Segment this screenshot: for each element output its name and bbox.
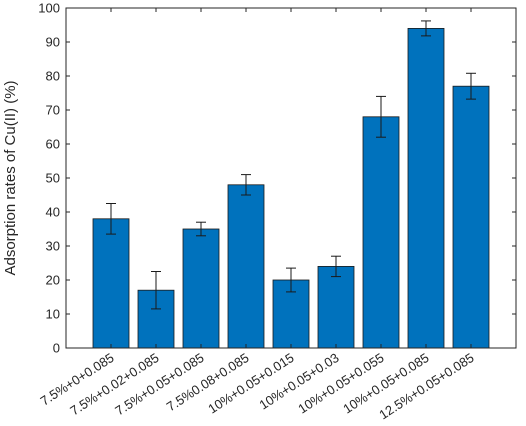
bar-1 [92, 218, 130, 349]
error-bar-5 [286, 267, 296, 293]
y-tick-label: 80 [46, 69, 60, 84]
y-tick-label: 0 [53, 341, 60, 356]
error-bar-8 [421, 20, 431, 37]
bar-3 [182, 228, 220, 349]
error-bars-group [106, 20, 476, 310]
error-bar-2 [151, 271, 161, 310]
error-bar-1 [106, 203, 116, 235]
error-bar-4 [241, 174, 251, 196]
bar-4 [227, 184, 265, 349]
y-tick-label: 40 [46, 205, 60, 220]
y-tick-label: 10 [46, 307, 60, 322]
y-tick-label: 20 [46, 273, 60, 288]
bars-group [92, 27, 490, 349]
bar-8 [407, 27, 445, 349]
error-bar-6 [331, 255, 341, 278]
y-tick-label: 100 [38, 1, 60, 16]
y-axis-ticks: 0 10 20 30 40 50 60 70 80 90 100 [38, 1, 516, 356]
error-bar-3 [196, 221, 206, 237]
y-tick-label: 90 [46, 35, 60, 50]
error-bar-7 [376, 95, 386, 138]
y-tick-label: 50 [46, 171, 60, 186]
y-tick-label: 70 [46, 103, 60, 118]
bar-7 [362, 116, 400, 349]
y-tick-label: 30 [46, 239, 60, 254]
y-axis-label: Adsorption rates of Cu(II) (%) [2, 80, 19, 275]
error-bar-9 [466, 72, 476, 100]
bar-6 [317, 265, 355, 349]
bar-9 [452, 85, 490, 349]
y-tick-label: 60 [46, 137, 60, 152]
